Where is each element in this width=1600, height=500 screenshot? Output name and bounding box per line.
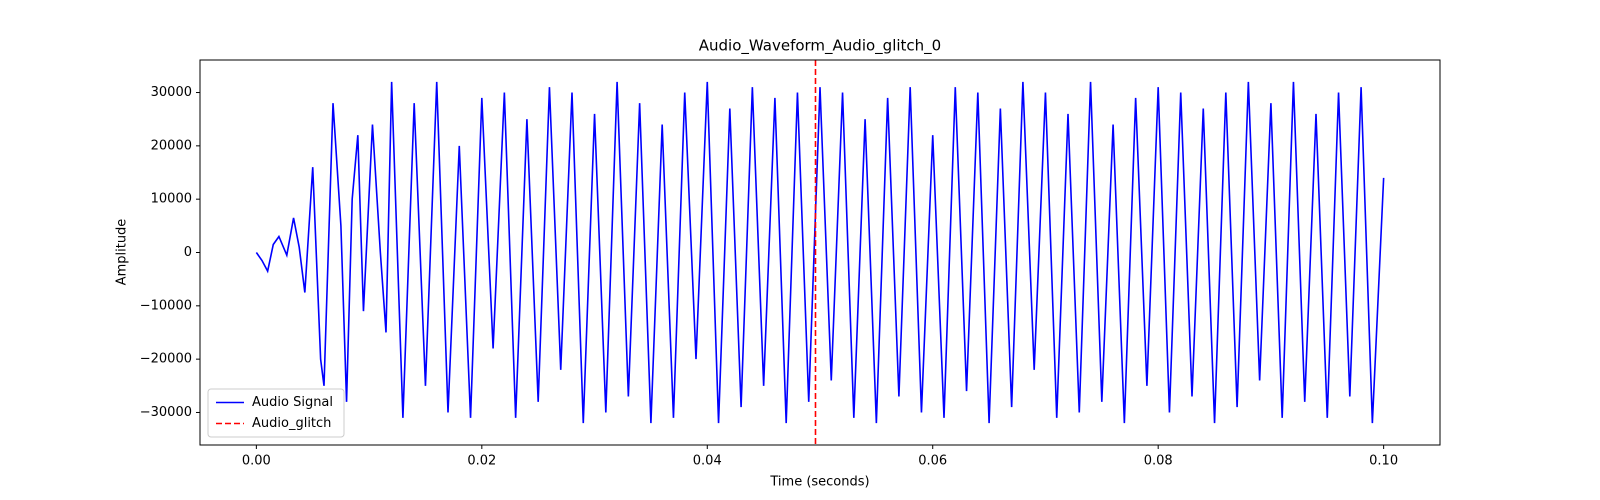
y-tick-label: −20000 — [140, 352, 192, 367]
line-series — [255, 81, 1385, 424]
legend-box — [207, 388, 345, 438]
plot-frame — [199, 59, 1441, 446]
y-tick-label: 0 — [184, 245, 192, 260]
x-tick-label: 0.00 — [242, 454, 271, 469]
x-tick-label: 0.04 — [693, 454, 722, 469]
y-tick-label: 20000 — [151, 138, 192, 153]
y-tick-label: 10000 — [151, 192, 192, 207]
x-tick-label: 0.02 — [467, 454, 496, 469]
x-tick-label: 0.10 — [1369, 454, 1398, 469]
x-tick-label: 0.06 — [918, 454, 947, 469]
chart-title: Audio_Waveform_Audio_glitch_0 — [699, 37, 941, 56]
y-axis-label: Amplitude — [115, 219, 130, 286]
y-tick-label: 30000 — [151, 85, 192, 100]
y-tick-label: −30000 — [140, 405, 192, 420]
x-tick-label: 0.08 — [1144, 454, 1173, 469]
legend-label: Audio_glitch — [252, 416, 331, 431]
y-tick-label: −10000 — [140, 298, 192, 313]
legend-label: Audio Signal — [252, 395, 333, 410]
x-axis-label: Time (seconds) — [769, 475, 869, 490]
